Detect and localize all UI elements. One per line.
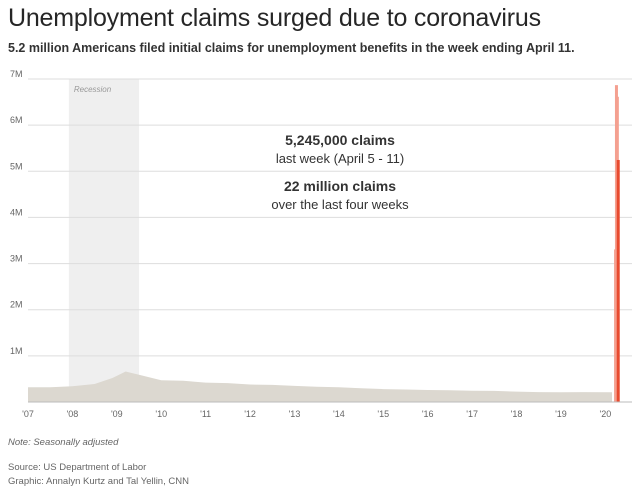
chart-subtitle: 5.2 million Americans filed initial clai…: [8, 41, 575, 55]
source-block: Source: US Department of Labor Graphic: …: [8, 461, 189, 489]
source-line: Source: US Department of Labor: [8, 462, 147, 473]
x-tick-label: '11: [200, 409, 211, 419]
x-tick-label: '12: [244, 409, 256, 419]
latest-week-bar: [616, 159, 620, 402]
y-tick-label: 4M: [10, 207, 23, 217]
y-tick-label: 6M: [10, 115, 23, 125]
footnote: Note: Seasonally adjusted: [8, 437, 119, 448]
x-tick-label: '18: [511, 409, 523, 419]
recession-band: [68, 79, 140, 402]
x-tick-label: '08: [67, 409, 79, 419]
y-tick-label: 7M: [10, 69, 23, 79]
x-tick-label: '10: [155, 409, 167, 419]
x-tick-label: '16: [422, 409, 434, 419]
x-tick-label: '15: [377, 409, 389, 419]
y-tick-label: 2M: [10, 300, 23, 310]
chart-title: Unemployment claims surged due to corona…: [8, 4, 541, 32]
x-tick-label: '07: [22, 409, 34, 419]
y-tick-label: 1M: [10, 346, 23, 356]
x-tick-label: '20: [599, 409, 611, 419]
y-tick-label: 3M: [10, 254, 23, 264]
x-tick-label: '13: [289, 409, 301, 419]
x-tick-label: '17: [466, 409, 478, 419]
annotation-detail: last week (April 5 - 11): [276, 151, 404, 166]
y-tick-label: 5M: [10, 161, 23, 171]
x-tick-label: '09: [111, 409, 123, 419]
claims-chart: Recession 1M 2M 3M 4M 5M 6M 7M '07 '08 '09 '10 '11 '1…: [10, 69, 632, 419]
annotation-detail: over the last four weeks: [271, 197, 409, 212]
baseline-claims-area: [28, 371, 613, 402]
x-tick-label: '14: [333, 409, 345, 419]
annotation-headline: 22 million claims: [284, 178, 396, 194]
recession-label: Recession: [74, 85, 112, 94]
credit-line: Graphic: Annalyn Kurtz and Tal Yellin, C…: [8, 476, 189, 487]
x-tick-label: '19: [555, 409, 567, 419]
annotation-headline: 5,245,000 claims: [285, 132, 395, 148]
